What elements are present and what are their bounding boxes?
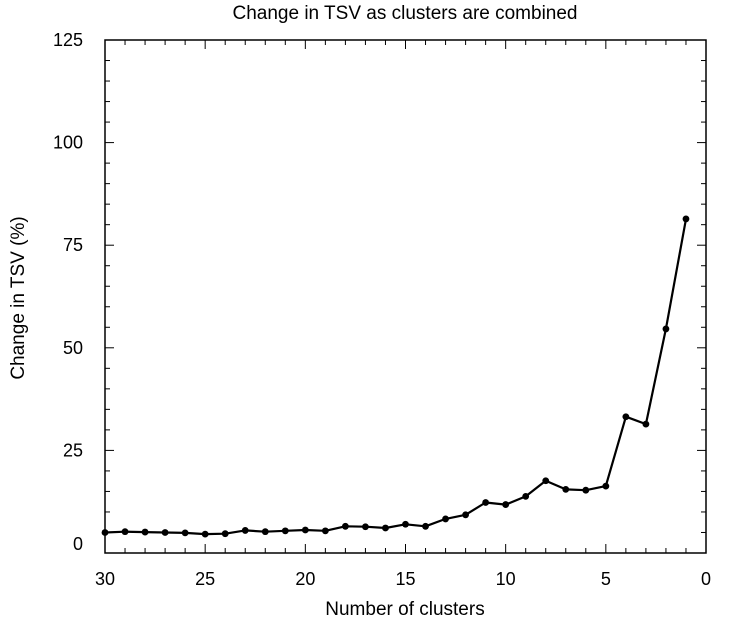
- data-point: [462, 511, 469, 519]
- data-point: [442, 515, 449, 523]
- series-layer: [101, 215, 690, 538]
- data-point: [682, 215, 690, 223]
- x-tick-label: 30: [95, 569, 115, 589]
- y-tick-label: 0: [73, 534, 83, 554]
- data-point: [141, 528, 149, 536]
- data-point: [121, 528, 129, 536]
- data-point: [562, 485, 570, 493]
- x-tick-label: 25: [195, 569, 215, 589]
- data-point: [101, 529, 109, 536]
- x-tick-label: 0: [701, 569, 711, 589]
- data-point: [602, 482, 610, 490]
- data-point: [582, 486, 590, 494]
- x-tick-label: 20: [295, 569, 315, 589]
- series-line: [104, 218, 688, 536]
- data-point: [342, 522, 349, 530]
- data-point: [321, 527, 329, 535]
- data-point: [482, 499, 490, 506]
- data-point: [221, 530, 229, 538]
- data-point: [502, 501, 510, 508]
- x-tick-labels: 30 25 20 15 10 5 0: [95, 569, 711, 589]
- y-tick-label: 25: [63, 440, 83, 460]
- data-point: [241, 527, 249, 534]
- data-point: [281, 527, 289, 535]
- data-point: [181, 529, 189, 537]
- y-tick-label: 50: [63, 338, 83, 358]
- data-point: [201, 530, 209, 538]
- y-tick-label: 125: [53, 30, 83, 50]
- y-tick-label: 75: [63, 235, 83, 255]
- ticks: [104, 39, 707, 554]
- y-tick-label: 100: [53, 133, 83, 153]
- data-point: [382, 524, 389, 532]
- plot-frame: [104, 39, 707, 554]
- x-tick-label: 10: [496, 569, 516, 589]
- x-tick-label: 15: [395, 569, 415, 589]
- data-point: [542, 477, 550, 485]
- data-point: [161, 529, 169, 536]
- data-point: [261, 528, 269, 536]
- x-tick-label: 5: [601, 569, 611, 589]
- y-tick-labels: 125 100 75 50 25 0: [53, 30, 83, 554]
- data-point: [642, 420, 650, 428]
- data-point: [301, 526, 309, 534]
- data-point: [422, 522, 429, 530]
- data-point: [662, 325, 670, 333]
- chart-title: Change in TSV as clusters are combined: [233, 3, 578, 24]
- y-axis-title: Change in TSV (%): [8, 216, 29, 379]
- data-point: [522, 492, 530, 500]
- data-point: [402, 520, 409, 528]
- x-axis-title: Number of clusters: [325, 599, 484, 620]
- data-point: [622, 413, 630, 421]
- data-point: [362, 523, 369, 531]
